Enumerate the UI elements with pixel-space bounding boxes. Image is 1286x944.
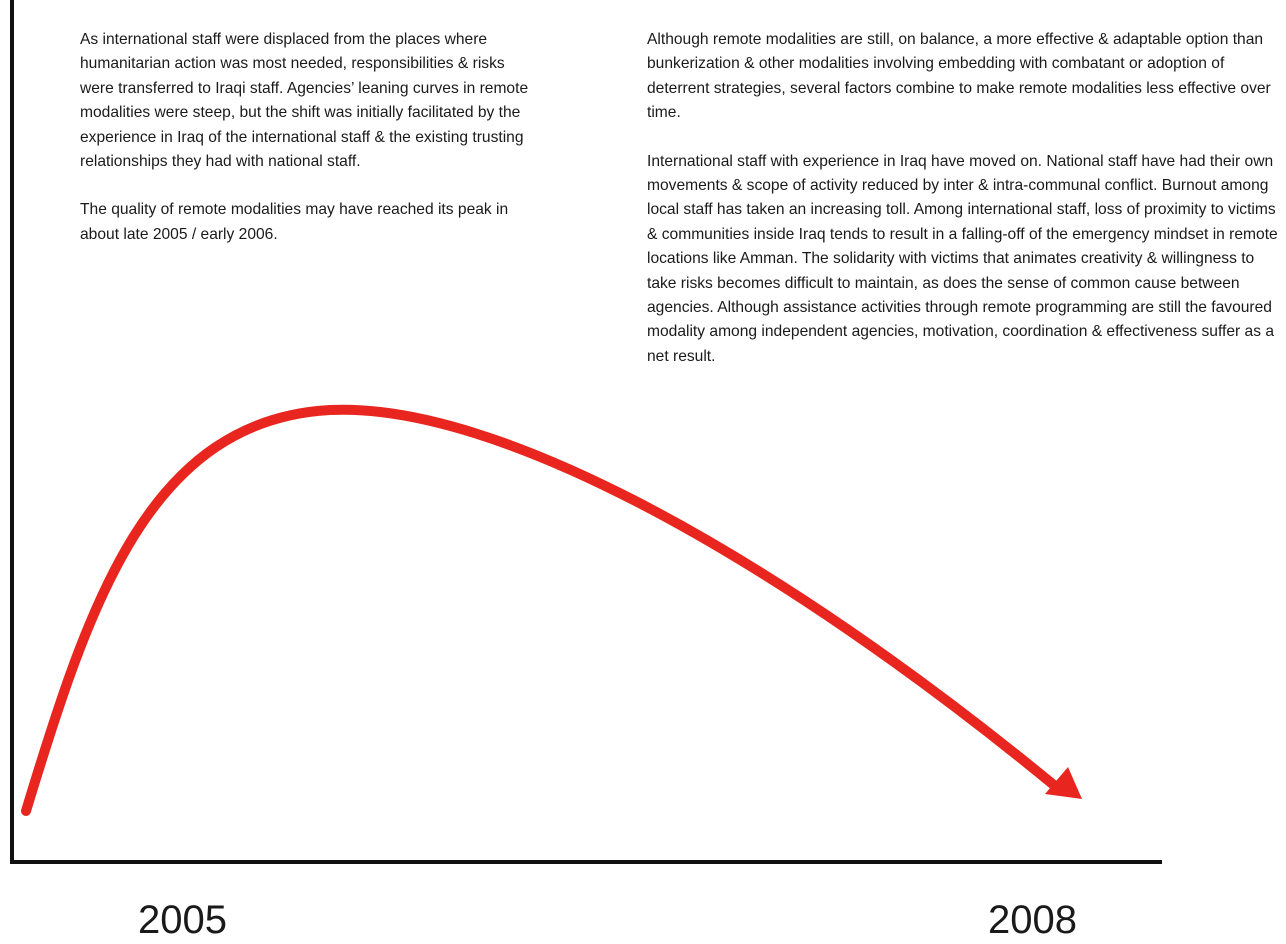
right-annotation: Although remote modalities are still, on… — [647, 28, 1279, 393]
left-annotation: As international staff were displaced fr… — [80, 28, 535, 271]
left-annotation-paragraph-2: The quality of remote modalities may hav… — [80, 201, 509, 243]
quality-trend-curve — [21, 404, 1060, 816]
x-axis-start-label: 2005 — [138, 898, 227, 942]
right-annotation-paragraph-2: International staff with experience in I… — [647, 152, 1278, 365]
left-annotation-paragraph-1: As international staff were displaced fr… — [80, 31, 529, 171]
right-annotation-paragraph-1: Although remote modalities are still, on… — [647, 31, 1271, 122]
trend-arrowhead — [1045, 767, 1082, 799]
x-axis-end-label: 2008 — [988, 898, 1077, 942]
